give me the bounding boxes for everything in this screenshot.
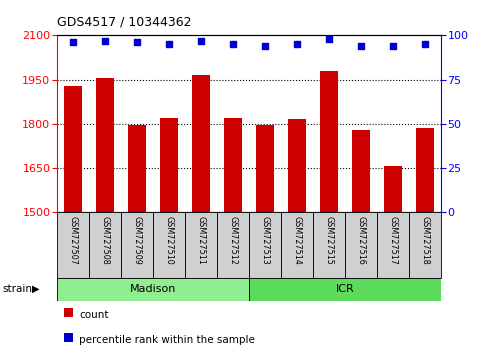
Point — [69, 40, 77, 45]
Bar — [417, 129, 434, 212]
Bar — [256, 125, 274, 212]
Text: GSM727512: GSM727512 — [228, 216, 238, 264]
FancyBboxPatch shape — [249, 212, 281, 278]
Text: GSM727509: GSM727509 — [132, 216, 141, 264]
FancyBboxPatch shape — [345, 212, 377, 278]
FancyBboxPatch shape — [121, 212, 153, 278]
FancyBboxPatch shape — [217, 212, 249, 278]
Text: GSM727511: GSM727511 — [196, 216, 206, 264]
Text: GDS4517 / 10344362: GDS4517 / 10344362 — [57, 15, 191, 28]
Bar — [288, 120, 306, 212]
Text: count: count — [79, 310, 108, 320]
Text: percentile rank within the sample: percentile rank within the sample — [79, 335, 255, 345]
Text: GSM727508: GSM727508 — [100, 216, 109, 264]
Text: GSM727517: GSM727517 — [388, 216, 398, 264]
Text: GSM727518: GSM727518 — [421, 216, 430, 264]
FancyBboxPatch shape — [185, 212, 217, 278]
FancyBboxPatch shape — [153, 212, 185, 278]
Point — [133, 40, 141, 45]
Point — [261, 43, 269, 49]
FancyBboxPatch shape — [89, 212, 121, 278]
Point — [165, 41, 173, 47]
Point — [357, 43, 365, 49]
Text: GSM727513: GSM727513 — [260, 216, 270, 264]
Text: Madison: Madison — [130, 284, 176, 295]
Text: GSM727515: GSM727515 — [324, 216, 334, 264]
Bar — [224, 118, 242, 212]
FancyBboxPatch shape — [281, 212, 313, 278]
Bar — [352, 130, 370, 212]
Point — [229, 41, 237, 47]
FancyBboxPatch shape — [377, 212, 409, 278]
Text: GSM727514: GSM727514 — [292, 216, 302, 264]
Text: GSM727510: GSM727510 — [164, 216, 174, 264]
Text: ICR: ICR — [336, 284, 354, 295]
Point — [325, 36, 333, 42]
Bar — [320, 71, 338, 212]
Point — [421, 41, 429, 47]
FancyBboxPatch shape — [249, 278, 441, 301]
FancyBboxPatch shape — [57, 212, 89, 278]
Text: GSM727507: GSM727507 — [68, 216, 77, 264]
Point — [101, 38, 108, 44]
Point — [293, 41, 301, 47]
Text: ▶: ▶ — [32, 284, 39, 294]
FancyBboxPatch shape — [57, 278, 249, 301]
Bar — [385, 166, 402, 212]
Bar — [160, 118, 177, 212]
Point — [197, 38, 205, 44]
Bar — [96, 78, 113, 212]
Bar — [192, 75, 210, 212]
FancyBboxPatch shape — [313, 212, 345, 278]
Text: strain: strain — [2, 284, 33, 294]
Bar — [128, 125, 145, 212]
FancyBboxPatch shape — [409, 212, 441, 278]
Bar — [64, 86, 81, 212]
Point — [389, 43, 397, 49]
Text: GSM727516: GSM727516 — [356, 216, 366, 264]
